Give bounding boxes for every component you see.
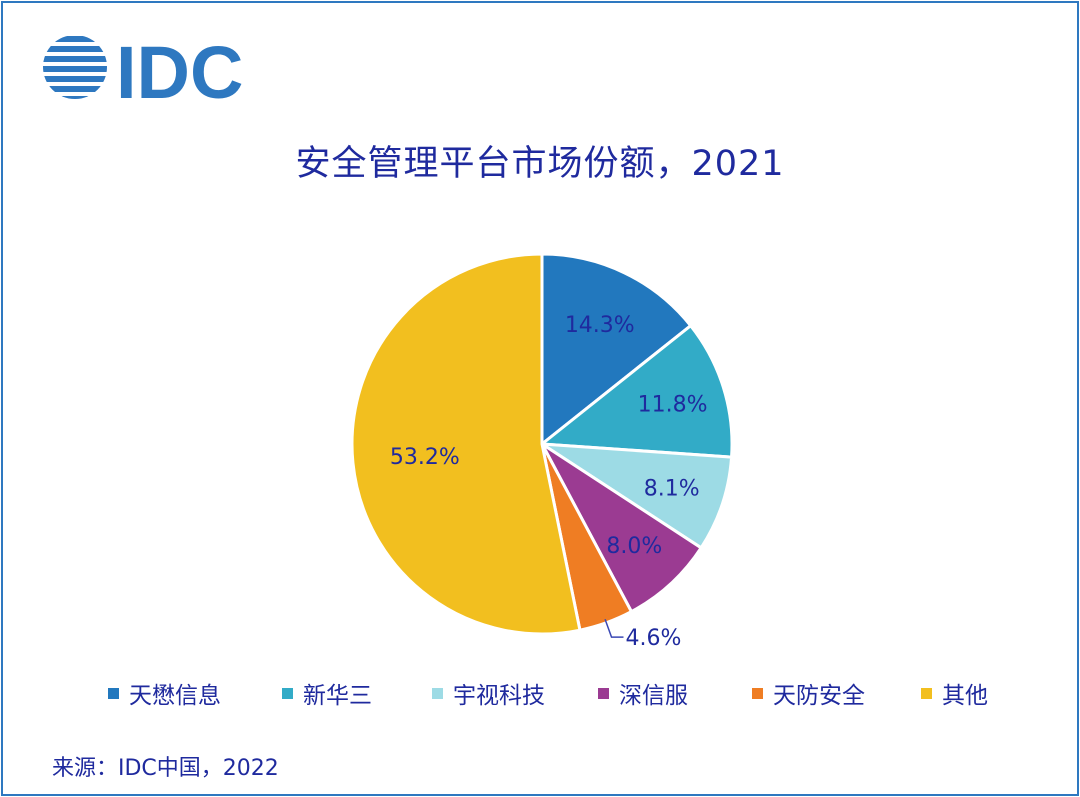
legend-item-2: 新华三: [282, 676, 372, 710]
legend-label-1: 天懋信息: [129, 683, 221, 709]
legend-label-6: 其他: [942, 683, 988, 709]
legend-swatch-6: [921, 687, 932, 699]
legend-item-4: 深信服: [598, 676, 688, 710]
pie-slice-4: [540, 442, 704, 614]
legend-item-5: 天防安全: [752, 676, 865, 710]
chart-legend: 天懋信息 新华三 宇视科技 深信服 天防安全 其他: [0, 676, 1080, 712]
data-label-2: 11.8%: [638, 392, 708, 417]
data-label-5: 4.6%: [626, 626, 682, 651]
pie-slice-3: [536, 442, 734, 550]
legend-swatch-3: [432, 687, 443, 699]
data-label-1: 14.3%: [565, 313, 635, 338]
data-label-4: 8.0%: [606, 534, 662, 559]
legend-item-6: 其他: [921, 676, 988, 710]
idc-logo: IDC: [43, 31, 243, 106]
source-note: 来源：IDC中国，2022: [52, 756, 279, 781]
legend-swatch-2: [282, 687, 293, 699]
data-label-6: 53.2%: [390, 445, 460, 470]
data-label-3: 8.1%: [644, 476, 700, 501]
leader-line-5: [604, 618, 624, 638]
chart-title: 安全管理平台市场份额，2021: [295, 144, 785, 184]
legend-label-2: 新华三: [303, 683, 372, 709]
legend-label-5: 天防安全: [773, 683, 865, 709]
legend-swatch-1: [108, 687, 119, 699]
logo-text: IDC: [116, 31, 243, 106]
legend-item-1: 天懋信息: [108, 676, 221, 710]
pie-slice-1: [540, 252, 693, 448]
legend-swatch-5: [752, 687, 763, 699]
pie-slice-2: [538, 323, 734, 459]
pie-slice-6: [350, 252, 582, 636]
legend-swatch-4: [598, 687, 609, 699]
legend-label-3: 宇视科技: [453, 683, 545, 709]
legend-label-4: 深信服: [619, 683, 688, 709]
legend-item-3: 宇视科技: [432, 676, 545, 710]
